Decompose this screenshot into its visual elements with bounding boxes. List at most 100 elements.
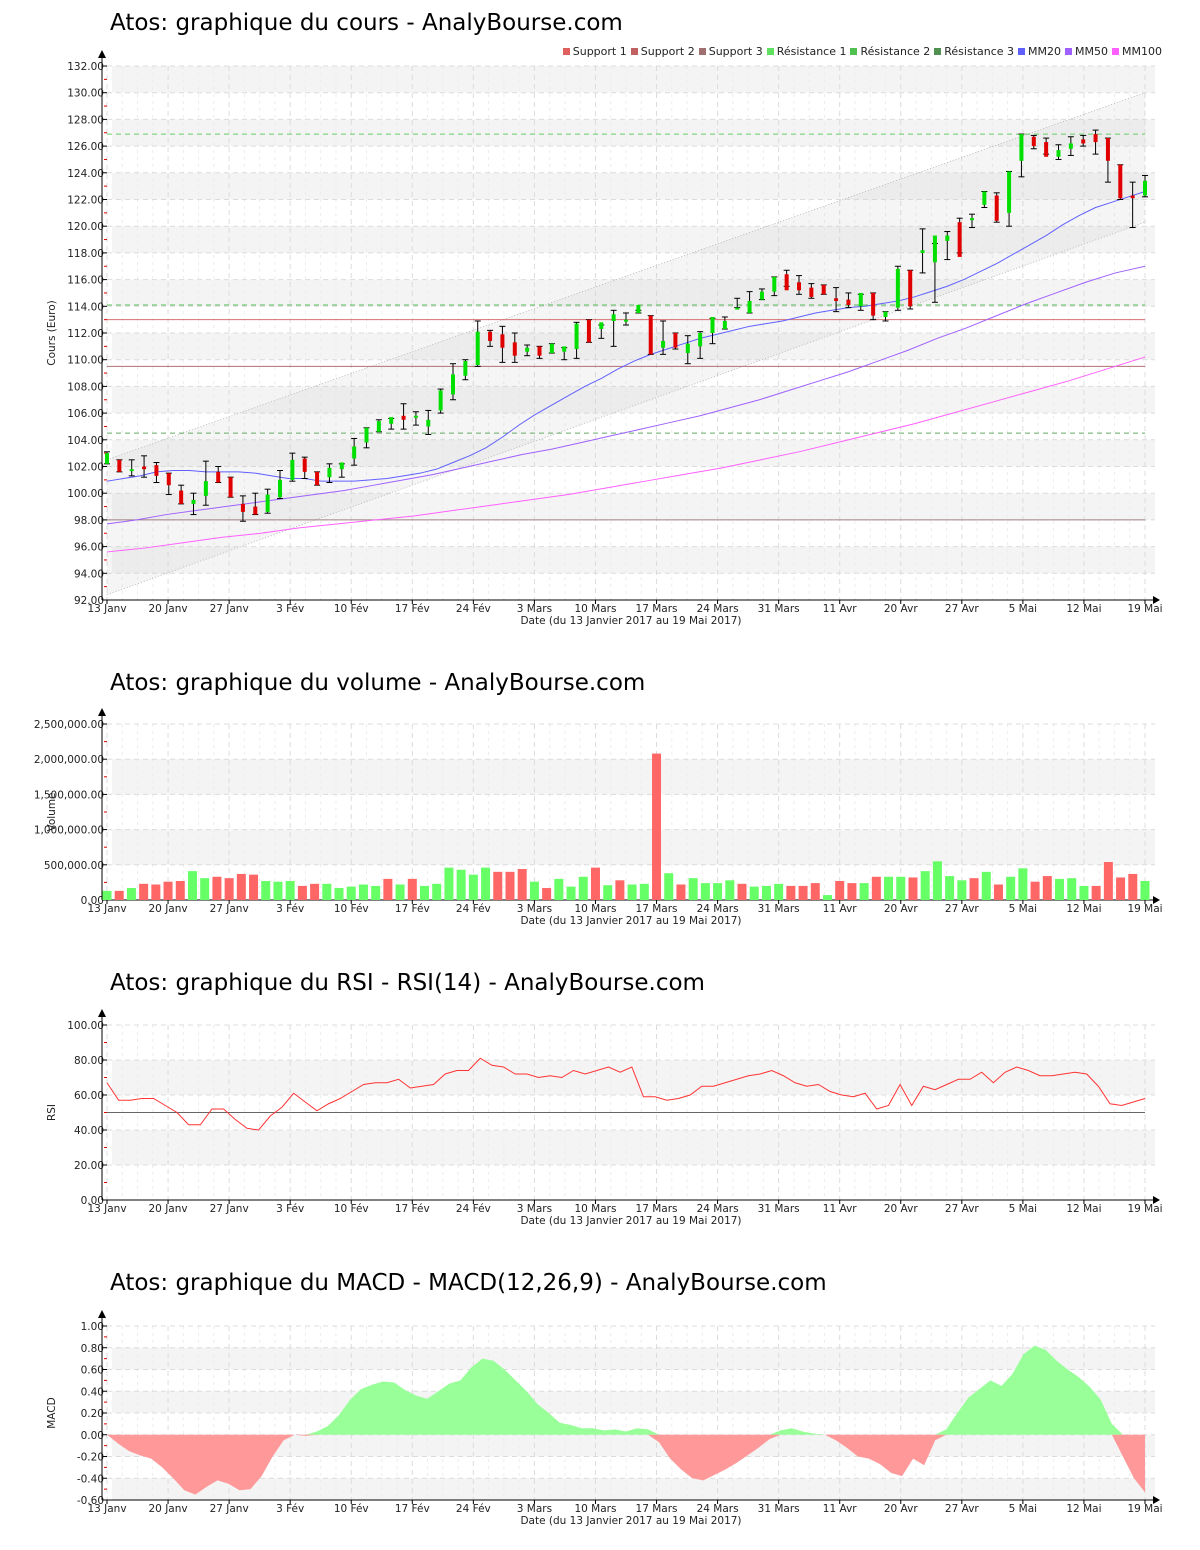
svg-text:24 Fév: 24 Fév bbox=[456, 1203, 491, 1215]
svg-text:Date (du 13 Janvier 2017 au 19: Date (du 13 Janvier 2017 au 19 Mai 2017) bbox=[520, 615, 741, 627]
legend-swatch-icon bbox=[562, 48, 570, 55]
svg-text:2,000,000.00: 2,000,000.00 bbox=[34, 754, 104, 766]
svg-text:11 Avr: 11 Avr bbox=[823, 1203, 857, 1215]
svg-text:27 Janv: 27 Janv bbox=[210, 1203, 249, 1215]
legend-label: MM100 bbox=[1122, 45, 1162, 58]
svg-text:120.00: 120.00 bbox=[67, 221, 104, 233]
svg-text:110.00: 110.00 bbox=[67, 355, 104, 367]
svg-text:19 Mai: 19 Mai bbox=[1127, 603, 1162, 615]
svg-text:3 Fév: 3 Fév bbox=[276, 603, 304, 615]
svg-text:RSI: RSI bbox=[46, 1104, 58, 1121]
svg-text:20 Avr: 20 Avr bbox=[884, 903, 918, 915]
legend-item: Résistance 1 bbox=[766, 45, 847, 58]
legend-swatch-icon bbox=[766, 48, 774, 55]
rsi-chart: 0.00 20.00 40.00 60.00 80.00 100.00 13 Janv 20 … bbox=[46, 1009, 1163, 1227]
svg-text:0.60: 0.60 bbox=[81, 1365, 104, 1377]
svg-text:24 Fév: 24 Fév bbox=[456, 1503, 491, 1515]
svg-text:Volume: Volume bbox=[46, 792, 58, 831]
svg-text:0.80: 0.80 bbox=[81, 1343, 104, 1355]
svg-text:3 Fév: 3 Fév bbox=[276, 903, 304, 915]
legend-swatch-icon bbox=[698, 48, 706, 55]
macd-chart: -0.60 -0.40 -0.20 0.00 0.20 0.40 0.60 0.80 1.00 1… bbox=[46, 1310, 1163, 1527]
rsi-chart-title: Atos: graphique du RSI - RSI(14) - Analy… bbox=[110, 970, 705, 996]
svg-text:80.00: 80.00 bbox=[74, 1055, 104, 1067]
svg-text:27 Avr: 27 Avr bbox=[945, 903, 979, 915]
svg-text:5 Mai: 5 Mai bbox=[1009, 1203, 1037, 1215]
legend-swatch-icon bbox=[1112, 48, 1120, 55]
svg-text:17 Mars: 17 Mars bbox=[636, 903, 678, 915]
legend-label: Résistance 3 bbox=[944, 45, 1015, 58]
svg-text:11 Avr: 11 Avr bbox=[823, 603, 857, 615]
svg-text:Cours (Euro): Cours (Euro) bbox=[46, 300, 58, 366]
svg-text:-0.20: -0.20 bbox=[77, 1452, 104, 1464]
svg-text:31 Mars: 31 Mars bbox=[758, 603, 800, 615]
svg-text:10 Mars: 10 Mars bbox=[574, 903, 616, 915]
svg-text:24 Mars: 24 Mars bbox=[697, 1503, 739, 1515]
legend-label: MM50 bbox=[1075, 45, 1109, 58]
svg-text:17 Fév: 17 Fév bbox=[395, 1503, 430, 1515]
svg-text:20 Avr: 20 Avr bbox=[884, 1503, 918, 1515]
legend-label: MM20 bbox=[1028, 45, 1062, 58]
macd-chart-title: Atos: graphique du MACD - MACD(12,26,9) … bbox=[110, 1270, 827, 1296]
svg-text:10 Fév: 10 Fév bbox=[334, 903, 369, 915]
svg-text:0.20: 0.20 bbox=[81, 1408, 104, 1420]
svg-text:24 Fév: 24 Fév bbox=[456, 903, 491, 915]
svg-text:19 Mai: 19 Mai bbox=[1127, 1503, 1162, 1515]
svg-text:108.00: 108.00 bbox=[67, 381, 104, 393]
svg-text:17 Mars: 17 Mars bbox=[636, 603, 678, 615]
volume-chart: 0.00 500,000.00 1,000,000.00 1,500,000.00 2,… bbox=[34, 708, 1163, 927]
legend-swatch-icon bbox=[1065, 48, 1073, 55]
svg-text:3 Mars: 3 Mars bbox=[517, 1203, 552, 1215]
legend-item: MM50 bbox=[1065, 45, 1108, 58]
legend-swatch-icon bbox=[934, 48, 942, 55]
svg-text:17 Fév: 17 Fév bbox=[395, 1203, 430, 1215]
svg-text:17 Fév: 17 Fév bbox=[395, 603, 430, 615]
svg-text:122.00: 122.00 bbox=[67, 195, 104, 207]
svg-text:3 Mars: 3 Mars bbox=[517, 1503, 552, 1515]
svg-text:1,000,000.00: 1,000,000.00 bbox=[34, 825, 104, 837]
svg-text:20 Avr: 20 Avr bbox=[884, 603, 918, 615]
svg-text:13 Janv: 13 Janv bbox=[87, 603, 126, 615]
price-chart-title: Atos: graphique du cours - AnalyBourse.c… bbox=[110, 10, 623, 36]
svg-text:3 Fév: 3 Fév bbox=[276, 1503, 304, 1515]
svg-text:5 Mai: 5 Mai bbox=[1009, 1503, 1037, 1515]
svg-text:5 Mai: 5 Mai bbox=[1009, 603, 1037, 615]
legend-item: Résistance 2 bbox=[850, 45, 930, 58]
svg-text:12 Mai: 12 Mai bbox=[1066, 903, 1101, 915]
svg-text:11 Avr: 11 Avr bbox=[823, 1503, 857, 1515]
svg-text:17 Mars: 17 Mars bbox=[636, 1503, 678, 1515]
svg-text:19 Mai: 19 Mai bbox=[1127, 903, 1162, 915]
svg-text:MACD: MACD bbox=[46, 1397, 58, 1428]
svg-text:3 Mars: 3 Mars bbox=[517, 603, 552, 615]
svg-text:20 Janv: 20 Janv bbox=[149, 1203, 188, 1215]
svg-text:10 Mars: 10 Mars bbox=[574, 1203, 616, 1215]
svg-text:24 Mars: 24 Mars bbox=[697, 603, 739, 615]
svg-text:17 Mars: 17 Mars bbox=[636, 1203, 678, 1215]
svg-text:10 Mars: 10 Mars bbox=[574, 603, 616, 615]
svg-text:0.00: 0.00 bbox=[81, 1195, 104, 1207]
legend-label: Résistance 1 bbox=[776, 45, 847, 58]
svg-text:92.00: 92.00 bbox=[74, 595, 104, 607]
svg-text:100.00: 100.00 bbox=[67, 488, 104, 500]
svg-text:132.00: 132.00 bbox=[67, 61, 104, 73]
svg-text:130.00: 130.00 bbox=[67, 88, 104, 100]
legend-swatch-icon bbox=[630, 48, 638, 55]
legend-item: Support 2 bbox=[630, 45, 695, 58]
svg-text:27 Avr: 27 Avr bbox=[945, 1503, 979, 1515]
svg-text:5 Mai: 5 Mai bbox=[1009, 903, 1037, 915]
svg-text:40.00: 40.00 bbox=[74, 1125, 104, 1137]
legend-item: Résistance 3 bbox=[934, 45, 1014, 58]
legend-label: Résistance 2 bbox=[860, 45, 931, 58]
svg-text:20 Janv: 20 Janv bbox=[149, 603, 188, 615]
svg-text:10 Fév: 10 Fév bbox=[334, 1503, 369, 1515]
legend-item: Support 1 bbox=[562, 45, 627, 58]
svg-text:24 Fév: 24 Fév bbox=[456, 603, 491, 615]
legend-item: Support 3 bbox=[698, 45, 763, 58]
svg-text:104.00: 104.00 bbox=[67, 435, 104, 447]
svg-text:27 Avr: 27 Avr bbox=[945, 603, 979, 615]
svg-text:12 Mai: 12 Mai bbox=[1066, 1203, 1101, 1215]
svg-text:112.00: 112.00 bbox=[67, 328, 104, 340]
svg-text:1,500,000.00: 1,500,000.00 bbox=[34, 789, 104, 801]
svg-text:10 Fév: 10 Fév bbox=[334, 603, 369, 615]
svg-text:118.00: 118.00 bbox=[67, 248, 104, 260]
